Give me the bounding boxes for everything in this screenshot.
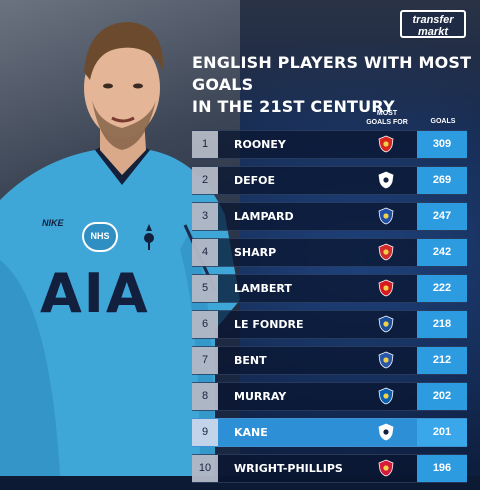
goals-cell: 242: [417, 239, 467, 266]
goals-cell: 269: [417, 167, 467, 194]
goals-cell: 202: [417, 383, 467, 410]
rank-cell: 9: [192, 419, 218, 446]
sheffield-united-badge-icon: [378, 243, 394, 261]
table-row: 8 MURRAY 202: [192, 382, 467, 411]
shirt-sponsor: AIA: [40, 262, 150, 325]
transfermarkt-logo: transfer markt: [400, 10, 466, 38]
goals-cell: 309: [417, 131, 467, 158]
player-name: BENT: [234, 354, 267, 367]
rank-cell: 8: [192, 383, 218, 410]
table-row: 3 LAMPARD 247: [192, 202, 467, 231]
page-title: ENGLISH PLAYERS WITH MOST GOALS IN THE 2…: [192, 52, 472, 118]
header-goals: GOALS: [430, 118, 456, 125]
header-most-line2: GOALS FOR: [366, 119, 408, 126]
chelsea-badge-icon: [378, 207, 394, 225]
table-row: 2 DEFOE 269: [192, 166, 467, 195]
rank-cell: 10: [192, 455, 218, 482]
rank-cell: 6: [192, 311, 218, 338]
player-name: DEFOE: [234, 174, 276, 187]
goals-cell: 201: [417, 419, 467, 446]
player-name: LAMPARD: [234, 210, 294, 223]
rank-cell: 1: [192, 131, 218, 158]
title-line1: ENGLISH PLAYERS WITH MOST GOALS: [192, 53, 472, 94]
player-name: MURRAY: [234, 390, 287, 403]
rank-cell: 2: [192, 167, 218, 194]
man-utd-badge-icon: [378, 135, 394, 153]
table-row: 6 LE FONDRE 218: [192, 310, 467, 339]
title-line2: IN THE 21ST CENTURY: [192, 97, 395, 116]
nhs-label: NHS: [90, 231, 110, 241]
player-name: WRIGHT-PHILLIPS: [234, 462, 343, 475]
table-row: 5 LAMBERT 222: [192, 274, 467, 303]
table-row: 9 KANE 201: [192, 418, 467, 447]
player-name: KANE: [234, 426, 268, 439]
player-name: ROONEY: [234, 138, 286, 151]
logo-line2: markt: [418, 26, 448, 38]
header-most-line1: MOST: [376, 110, 398, 117]
nike-logo: NIKE: [42, 218, 64, 228]
ranking-table: 1 ROONEY 309 2 DEFOE 269 3 LAMPARD 247 4 SHARP 242 5…: [192, 130, 467, 490]
logo-line1: transfer: [412, 14, 454, 26]
table-row: 1 ROONEY 309: [192, 130, 467, 159]
player-name: LAMBERT: [234, 282, 292, 295]
ny-red-bulls-badge-icon: [378, 459, 394, 477]
goals-cell: 218: [417, 311, 467, 338]
ipswich-badge-icon: [378, 351, 394, 369]
table-row: 10 WRIGHT-PHILLIPS 196: [192, 454, 467, 483]
rank-cell: 7: [192, 347, 218, 374]
table-row: 4 SHARP 242: [192, 238, 467, 267]
tottenham-badge-icon: [378, 423, 394, 441]
brighton-badge-icon: [378, 387, 394, 405]
rank-cell: 5: [192, 275, 218, 302]
player-name: SHARP: [234, 246, 277, 259]
goals-cell: 222: [417, 275, 467, 302]
player-name: LE FONDRE: [234, 318, 304, 331]
goals-cell: 247: [417, 203, 467, 230]
nhs-heart-icon: NHS: [82, 222, 118, 252]
rank-cell: 4: [192, 239, 218, 266]
table-row: 7 BENT 212: [192, 346, 467, 375]
goals-cell: 196: [417, 455, 467, 482]
southampton-badge-icon: [378, 279, 394, 297]
rank-cell: 3: [192, 203, 218, 230]
spurs-crest-icon: [142, 222, 156, 250]
header-most-goals-for: MOST GOALS FOR: [362, 109, 412, 127]
tottenham-badge-icon: [378, 171, 394, 189]
goals-cell: 212: [417, 347, 467, 374]
player-photo: [0, 22, 240, 476]
reading-badge-icon: [378, 315, 394, 333]
